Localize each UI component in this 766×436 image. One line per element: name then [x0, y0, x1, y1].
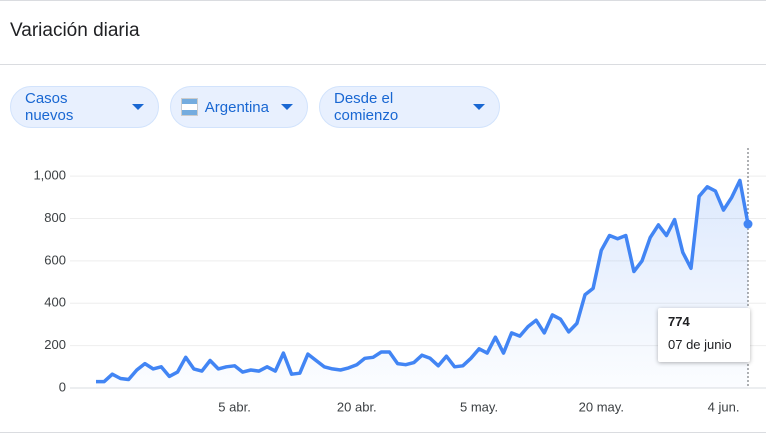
- y-tick-label: 200: [44, 337, 66, 352]
- x-tick-label: 20 abr.: [337, 399, 377, 414]
- x-tick-label: 20 may.: [579, 399, 624, 414]
- caret: [132, 104, 144, 110]
- line: [96, 178, 750, 384]
- y-tick-label: 0: [59, 379, 66, 394]
- area: [96, 180, 748, 388]
- divider: [0, 0, 766, 1]
- dropdown-label: Argentina: [204, 98, 269, 116]
- hover-point: [743, 219, 753, 229]
- caret: [281, 104, 293, 110]
- country-dropdown[interactable]: Argentina: [170, 86, 308, 128]
- card-title: Variación diaria: [10, 20, 140, 41]
- divider: [0, 432, 766, 433]
- dropdown-label: Desde el comienzo: [334, 90, 399, 124]
- divider: [0, 64, 766, 65]
- metric-dropdown[interactable]: Casos nuevos: [10, 86, 159, 128]
- x-tick-label: 5 abr.: [218, 399, 251, 414]
- x-tick-label: 5 may.: [460, 399, 498, 414]
- y-tick-label: 800: [44, 210, 66, 225]
- y-tick-label: 600: [44, 252, 66, 267]
- flag-icon: [181, 98, 198, 116]
- caret: [473, 104, 485, 110]
- y-tick-label: 400: [44, 295, 66, 310]
- x-tick-label: 4 jun.: [708, 399, 740, 414]
- tooltip-date: 07 de junio: [668, 337, 732, 352]
- range-dropdown[interactable]: Desde el comienzo: [319, 86, 500, 128]
- dropdown-label: Casos nuevos: [25, 90, 74, 124]
- y-tick-label: 1,000: [33, 168, 66, 183]
- tooltip-value: 774: [668, 314, 690, 329]
- tooltip: 774 07 de junio: [658, 308, 750, 362]
